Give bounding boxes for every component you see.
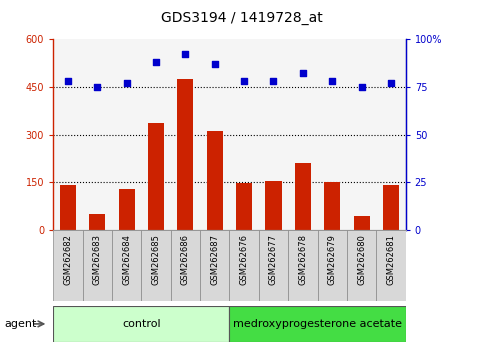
Text: GSM262682: GSM262682 (63, 234, 72, 285)
FancyBboxPatch shape (229, 306, 406, 342)
Text: GSM262687: GSM262687 (210, 234, 219, 285)
Text: GSM262684: GSM262684 (122, 234, 131, 285)
FancyBboxPatch shape (83, 230, 112, 301)
Point (64, 78, 71, 84)
Text: GSM262683: GSM262683 (93, 234, 102, 285)
Bar (266, 181, 282, 230)
Point (270, 78, 277, 84)
Text: GSM262678: GSM262678 (298, 234, 307, 285)
Text: agent: agent (5, 319, 37, 329)
FancyBboxPatch shape (376, 230, 406, 301)
FancyBboxPatch shape (142, 230, 170, 301)
Point (182, 51, 189, 57)
Text: GSM262681: GSM262681 (386, 234, 396, 285)
Bar (354, 216, 369, 230)
FancyBboxPatch shape (53, 306, 229, 342)
Point (328, 78, 336, 84)
Text: medroxyprogesterone acetate: medroxyprogesterone acetate (233, 319, 402, 329)
Bar (89, 214, 105, 230)
FancyBboxPatch shape (170, 230, 200, 301)
Point (123, 80, 130, 86)
Point (93, 84, 101, 90)
Bar (118, 189, 135, 230)
Point (211, 61, 219, 67)
Bar (177, 79, 193, 230)
Text: control: control (122, 319, 160, 329)
Text: GSM262680: GSM262680 (357, 234, 366, 285)
FancyBboxPatch shape (53, 230, 83, 301)
Text: GSM262677: GSM262677 (269, 234, 278, 285)
Text: GDS3194 / 1419728_at: GDS3194 / 1419728_at (161, 11, 322, 25)
Text: GSM262676: GSM262676 (240, 234, 249, 285)
FancyBboxPatch shape (259, 230, 288, 301)
Bar (148, 123, 164, 230)
Point (387, 80, 395, 86)
Bar (236, 183, 252, 230)
Text: GSM262685: GSM262685 (152, 234, 160, 285)
FancyBboxPatch shape (347, 230, 376, 301)
FancyBboxPatch shape (200, 230, 229, 301)
Text: GSM262686: GSM262686 (181, 234, 190, 285)
Point (152, 59, 160, 65)
Bar (383, 185, 399, 230)
Bar (60, 185, 76, 230)
Bar (207, 131, 223, 230)
FancyBboxPatch shape (318, 230, 347, 301)
Point (299, 70, 307, 76)
Point (358, 84, 366, 90)
FancyBboxPatch shape (112, 230, 142, 301)
Text: GSM262679: GSM262679 (328, 234, 337, 285)
Bar (324, 182, 341, 230)
FancyBboxPatch shape (288, 230, 318, 301)
Bar (295, 163, 311, 230)
Point (240, 78, 248, 84)
FancyBboxPatch shape (229, 230, 259, 301)
